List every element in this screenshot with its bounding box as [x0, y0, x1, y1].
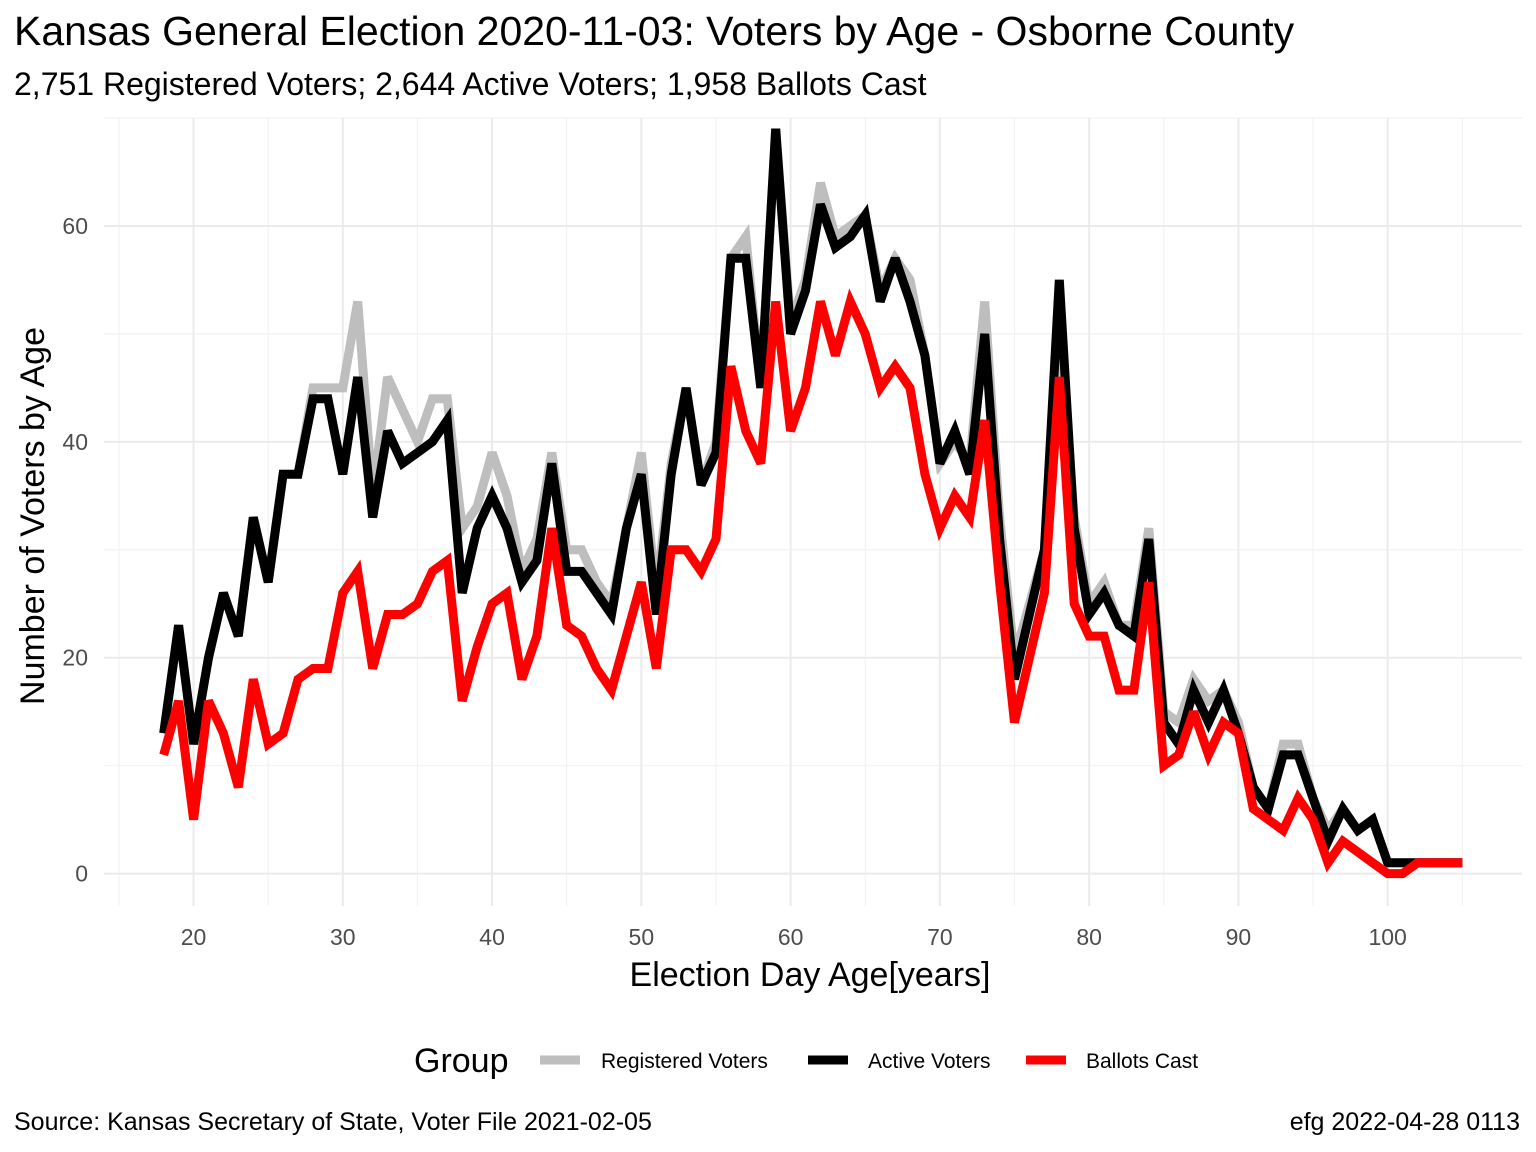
y-tick-label: 60 [62, 213, 88, 239]
x-tick-label: 40 [479, 924, 505, 950]
legend-title: Group [414, 1042, 509, 1080]
y-tick-label: 20 [62, 645, 88, 671]
y-tick-label: 40 [62, 429, 88, 455]
x-tick-label: 20 [181, 924, 207, 950]
legend-label-active-voters: Active Voters [868, 1050, 991, 1073]
source-caption: Source: Kansas Secretary of State, Voter… [14, 1108, 652, 1137]
y-tick-label: 0 [75, 861, 88, 887]
y-axis-label: Number of Voters by Age [14, 327, 52, 705]
x-tick-label: 30 [330, 924, 356, 950]
legend-label-registered-voters: Registered Voters [601, 1050, 768, 1073]
legend-label-ballots-cast: Ballots Cast [1086, 1050, 1198, 1073]
x-tick-label: 80 [1076, 924, 1102, 950]
x-tick-label: 60 [778, 924, 804, 950]
x-tick-label: 70 [927, 924, 953, 950]
x-axis-label: Election Day Age[years] [630, 956, 991, 994]
series-layer [164, 129, 1463, 874]
x-tick-label: 90 [1226, 924, 1252, 950]
x-tick-label: 50 [629, 924, 655, 950]
legend: Group Registered Voters Active Voters Ball… [414, 1042, 1198, 1080]
credit-caption: efg 2022-04-28 0113 [1290, 1108, 1520, 1137]
x-tick-label: 100 [1368, 924, 1406, 950]
series-line-active-voters [164, 129, 1463, 863]
